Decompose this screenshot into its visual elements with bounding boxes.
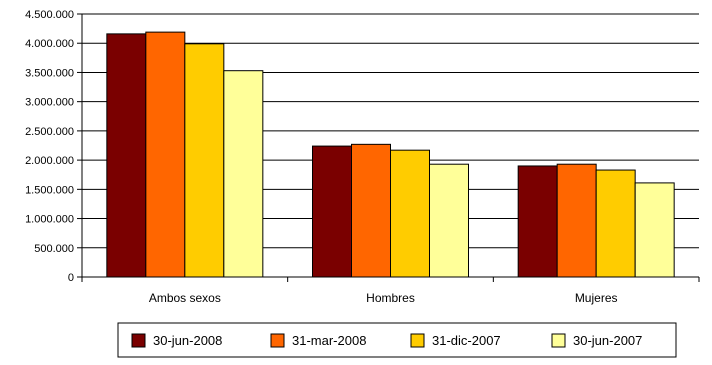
- y-tick-label: 2.500.000: [25, 126, 74, 138]
- legend-label: 30-jun-2008: [153, 333, 222, 348]
- bar-0-0: [106, 33, 147, 278]
- y-tick-label: 3.000.000: [25, 97, 74, 109]
- bar-2-2: [595, 169, 636, 278]
- bars: [106, 31, 675, 278]
- legend-label: 31-mar-2008: [292, 333, 366, 348]
- bar-0-3: [223, 70, 264, 278]
- bar-1-0: [312, 145, 352, 278]
- bar-1-2: [390, 149, 430, 278]
- legend-label: 31-dic-2007: [432, 333, 501, 348]
- y-tick-label: 0: [68, 272, 74, 284]
- legend-swatch: [410, 333, 425, 348]
- axes: 0 500.000 1.000.000 1.500.000 2.000.000 2.500…: [25, 9, 700, 305]
- y-tick-label: 1.000.000: [25, 214, 74, 226]
- bar-2-1: [556, 163, 597, 278]
- bar-2-0: [517, 165, 558, 278]
- legend-box: [117, 322, 677, 358]
- legend: 30-jun-2008 31-mar-2008 31-dic-2007 30-jun-…: [117, 322, 677, 358]
- y-tick-label: 4.500.000: [25, 9, 74, 21]
- legend-swatch: [551, 333, 566, 348]
- legend-swatch: [270, 333, 285, 348]
- y-tick-label: 500.000: [34, 243, 74, 255]
- bar-1-3: [429, 163, 469, 278]
- y-tick-label: 3.500.000: [25, 67, 74, 79]
- category-label: Mujeres: [575, 291, 618, 305]
- category-label: Hombres: [366, 291, 415, 305]
- bar-0-2: [184, 43, 225, 278]
- y-tick-label: 2.000.000: [25, 155, 74, 167]
- bar-1-1: [351, 143, 391, 278]
- legend-label: 30-jun-2007: [573, 333, 642, 348]
- bar-0-1: [145, 31, 186, 278]
- y-tick-label: 4.000.000: [25, 38, 74, 50]
- bar-2-3: [634, 182, 675, 278]
- y-tick-label: 1.500.000: [25, 184, 74, 196]
- category-label: Ambos sexos: [149, 291, 221, 305]
- legend-swatch: [131, 333, 146, 348]
